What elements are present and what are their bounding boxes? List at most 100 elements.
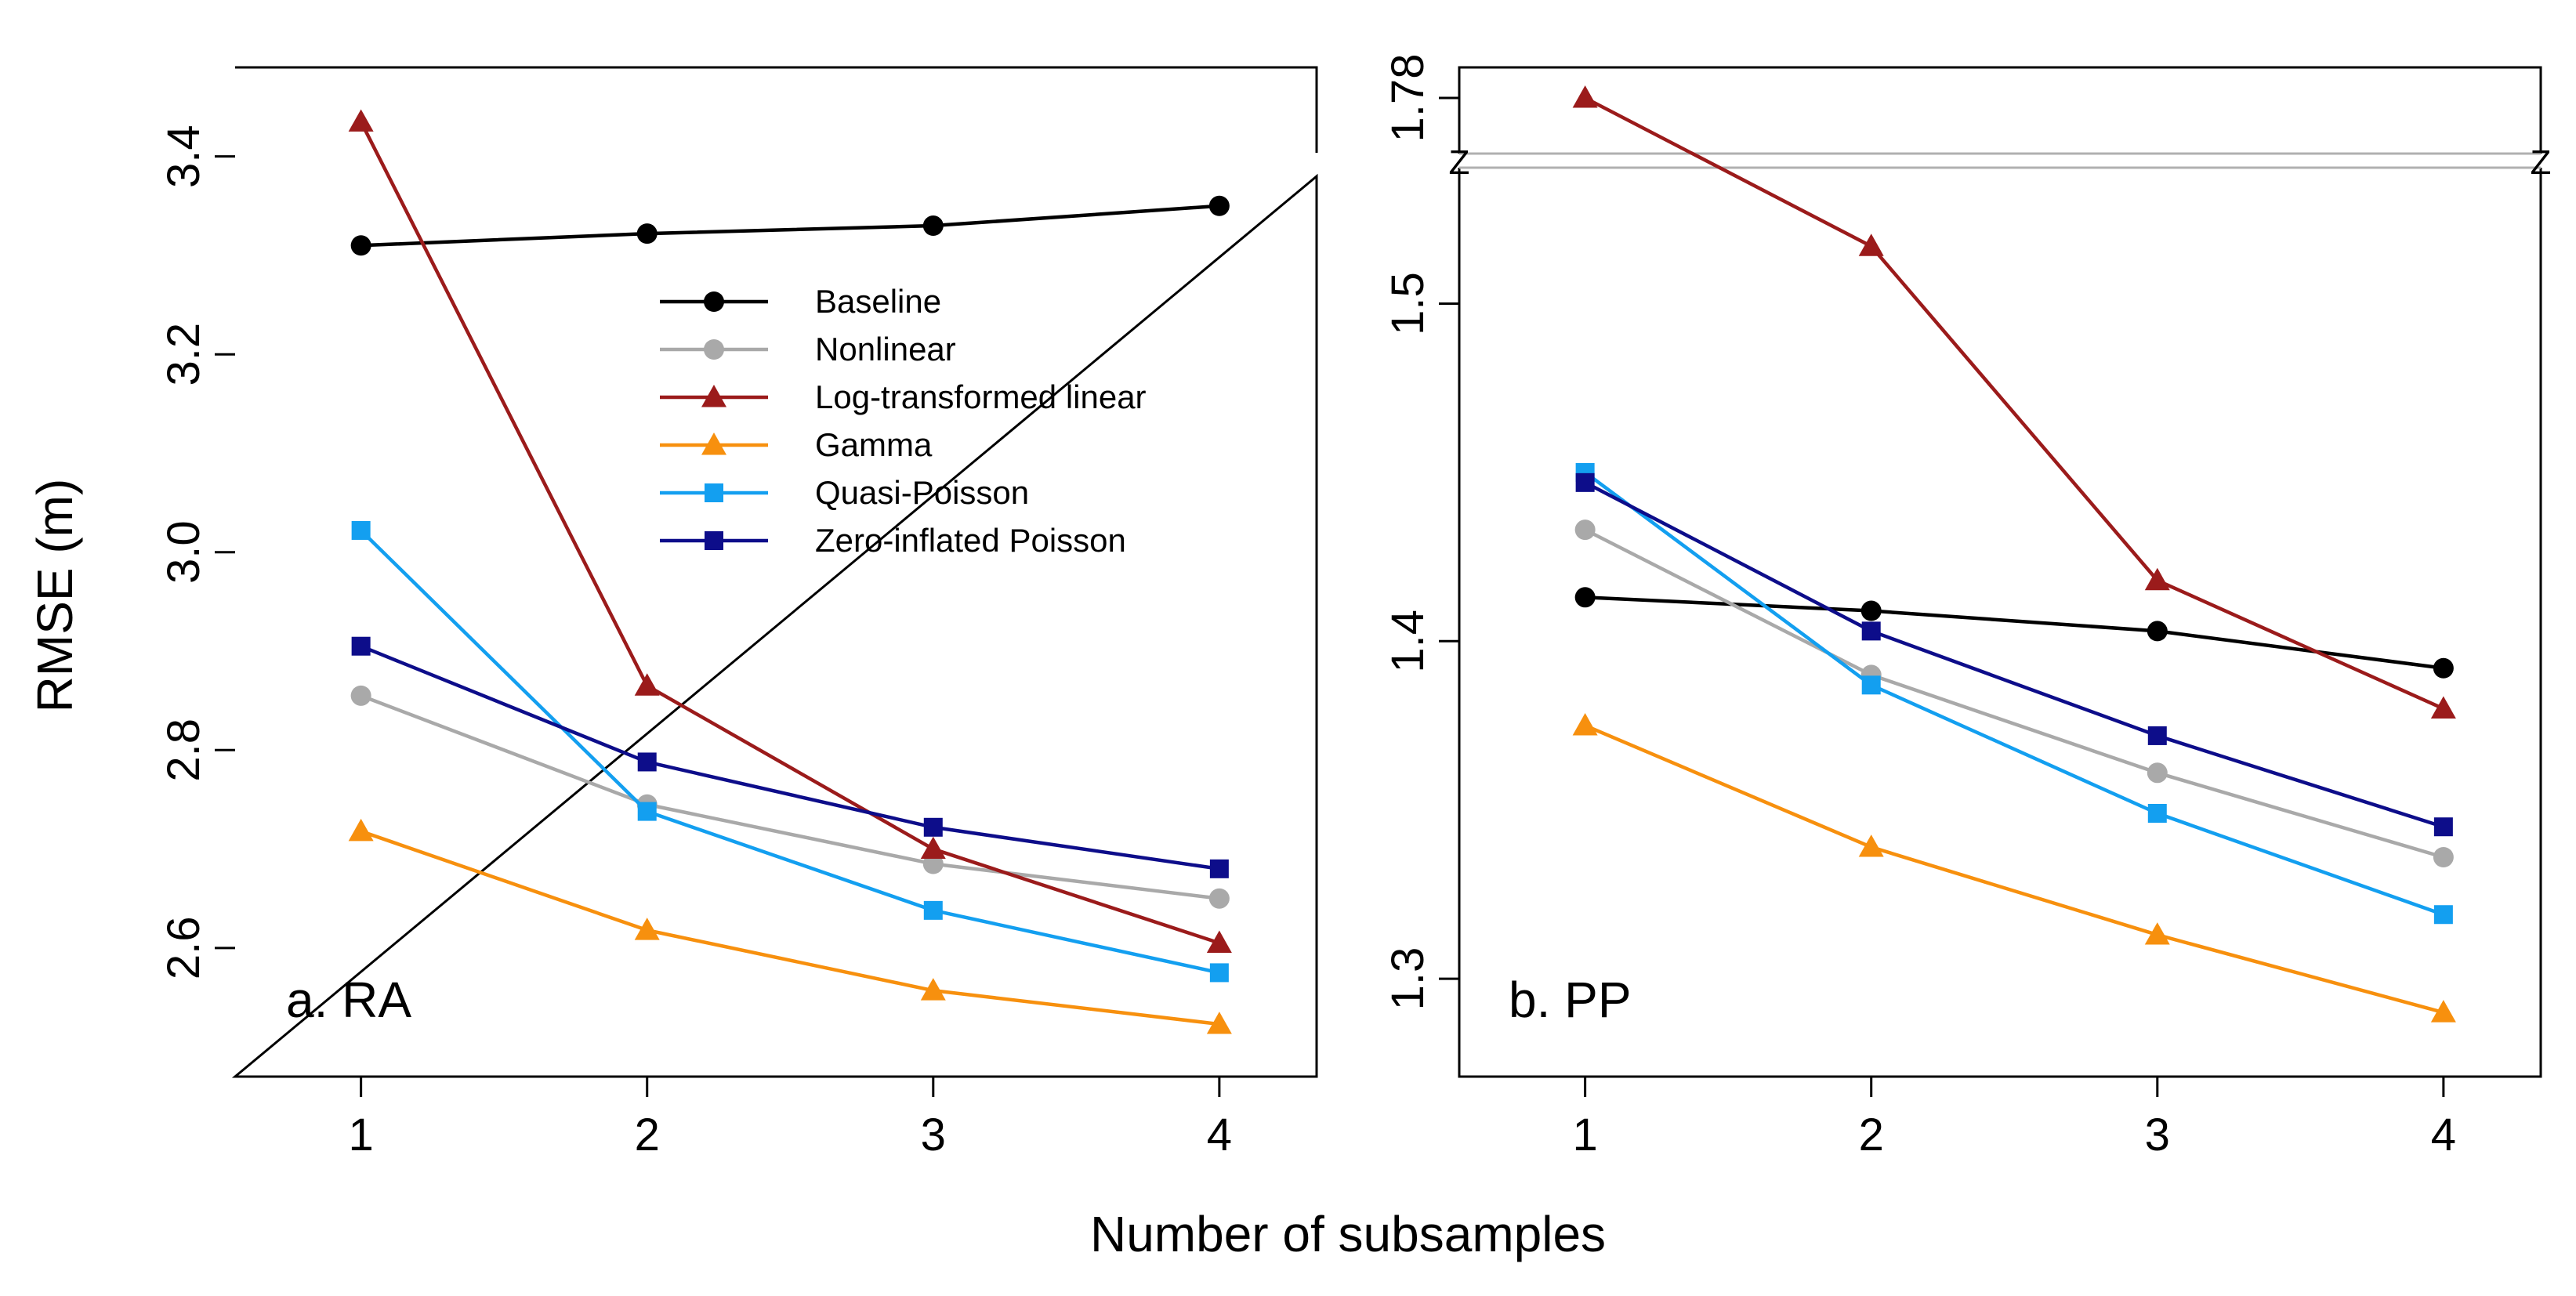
x-tick-label-a-2: 2 [635,1110,660,1160]
legend-label-baseline: Baseline [815,283,941,320]
point-b-zero-inflated-poisson-1 [1575,472,1595,492]
point-b-quasi-poisson-4 [2433,905,2453,925]
x-tick-label-b-4: 4 [2431,1110,2456,1160]
y-tick-label-a-1: 2.8 [158,719,209,782]
point-b-zero-inflated-poisson-2 [1861,621,1881,641]
legend-label-zero-inflated-poisson: Zero-inflated Poisson [815,522,1126,559]
point-a-baseline-2 [636,223,658,244]
point-b-log-transformed-linear-1 [1572,85,1598,108]
point-a-quasi-poisson-3 [923,900,943,920]
legend-marker-log-transformed-linear [701,385,726,407]
series-b-nonlinear [1574,519,2454,867]
series-line-a-baseline [360,204,1220,248]
point-b-gamma-2 [1858,834,1884,857]
point-a-quasi-poisson-4 [1209,963,1229,983]
point-b-baseline-2 [1860,600,1882,621]
series-b-zero-inflated-poisson [1575,472,2453,837]
axis-break-band [1455,154,2545,168]
series-line-a-zero-inflated-poisson [360,644,1220,871]
point-a-nonlinear-4 [1208,888,1230,909]
legend-marker-gamma [701,433,726,455]
series-a-quasi-poisson [351,520,1229,983]
series-line-b-nonlinear [1584,528,2444,860]
legend-marker-nonlinear [704,339,724,360]
x-tick-label-b-2: 2 [1859,1110,1884,1160]
axis-break-mark-left: Z [1449,143,1470,182]
point-b-log-transformed-linear-2 [1858,233,1884,256]
point-a-baseline-1 [350,235,371,256]
panel-label-b: b. PP [1509,972,1632,1028]
legend-marker-baseline [704,291,724,312]
series-line-b-zero-inflated-poisson [1584,480,2444,829]
panel-b: 1 2 3 4 1.3 1.4 1.5 1.78 Z Zb. PP [1382,54,2551,1160]
x-tick-label-b-1: 1 [1573,1110,1598,1160]
legend-marker-zero-inflated-poisson [705,531,723,550]
series-b-log-transformed-linear [1572,85,2456,719]
y-tick-label-b-break: 1.78 [1382,54,1433,143]
series-line-a-nonlinear [360,693,1220,900]
point-b-log-transformed-linear-3 [2144,567,2170,591]
legend-entry-baseline: Baseline [660,283,941,320]
panel-label-a: a. RA [286,972,411,1028]
x-tick-label-a-1: 1 [349,1110,374,1160]
point-b-log-transformed-linear-4 [2430,696,2456,719]
point-a-gamma-2 [634,918,660,940]
point-a-quasi-poisson-2 [637,802,657,821]
legend-label-quasi-poisson: Quasi-Poisson [815,474,1029,511]
point-b-gamma-3 [2144,922,2170,945]
series-a-baseline [350,195,1230,256]
point-a-gamma-4 [1206,1012,1232,1034]
x-tick-label-a-3: 3 [921,1110,946,1160]
legend-label-nonlinear: Nonlinear [815,331,956,367]
point-b-zero-inflated-poisson-4 [2433,817,2453,837]
series-line-a-quasi-poisson [360,529,1220,975]
point-a-quasi-poisson-1 [351,520,371,540]
series-a-zero-inflated-poisson [351,636,1229,878]
legend-entry-nonlinear: Nonlinear [660,331,956,367]
point-a-baseline-4 [1208,195,1230,216]
series-a-log-transformed-linear [348,109,1232,954]
y-tick-label-a-4: 3.4 [158,125,209,188]
point-a-zero-inflated-poisson-2 [637,752,657,772]
legend: Baseline Nonlinear Log-transformed linear G… [660,283,1147,559]
point-a-zero-inflated-poisson-4 [1209,859,1229,878]
legend-marker-quasi-poisson [705,483,723,502]
series-line-b-log-transformed-linear [1584,96,2444,711]
point-a-baseline-3 [922,215,944,237]
x-tick-label-a-4: 4 [1207,1110,1232,1160]
x-axis-label: Number of subsamples [1090,1206,1606,1262]
point-b-baseline-1 [1574,587,1596,608]
legend-entry-zero-inflated-poisson: Zero-inflated Poisson [660,522,1126,559]
legend-label-log-transformed-linear: Log-transformed linear [815,378,1147,415]
point-b-baseline-4 [2433,657,2454,679]
y-axis-label: RMSE (m) [27,479,83,713]
point-a-log-transformed-linear-3 [920,836,946,860]
y-tick-label-a-0: 2.6 [158,917,209,980]
point-a-log-transformed-linear-4 [1206,930,1232,954]
plot-frame-b [1458,66,2542,1078]
point-b-baseline-3 [2147,621,2168,642]
series-line-b-quasi-poisson [1584,471,2444,917]
point-b-quasi-poisson-3 [2147,804,2167,823]
series-b-gamma [1572,713,2456,1023]
point-a-gamma-1 [348,818,374,842]
x-tick-label-b-3: 3 [2145,1110,2170,1160]
legend-entry-gamma: Gamma [660,426,933,463]
point-b-gamma-4 [2430,1000,2456,1023]
y-tick-label-b-1: 1.4 [1382,610,1433,673]
axis-break-mark-right: Z [2531,143,2552,182]
point-b-nonlinear-1 [1574,519,1596,541]
point-a-zero-inflated-poisson-3 [923,817,943,837]
point-a-log-transformed-linear-2 [634,673,660,696]
series-line-b-gamma [1584,723,2444,1015]
point-a-log-transformed-linear-1 [348,109,374,132]
point-b-gamma-1 [1572,713,1598,736]
legend-entry-log-transformed-linear: Log-transformed linear [660,378,1147,415]
legend-entry-quasi-poisson: Quasi-Poisson [660,474,1029,511]
y-tick-label-b-2: 1.5 [1382,272,1433,335]
plot-frame-a [231,66,1318,1078]
series-line-a-gamma [360,829,1220,1026]
point-b-nonlinear-4 [2433,847,2454,867]
panel-a: 1 2 3 4 2.6 2.8 3.0 3.2 3.4 a. RA [158,66,1318,1160]
